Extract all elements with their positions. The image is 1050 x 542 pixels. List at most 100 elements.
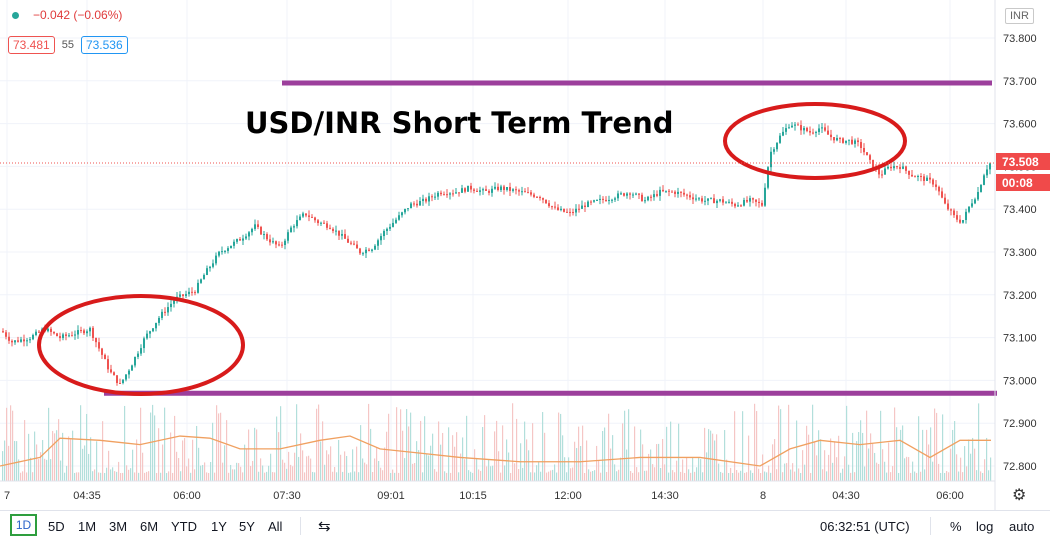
volume-bar <box>944 472 946 481</box>
candle-body <box>137 353 139 357</box>
candle-body <box>596 199 598 201</box>
volume-bar <box>870 433 872 481</box>
volume-bar <box>570 468 572 481</box>
range-ytd-button[interactable]: YTD <box>171 519 197 534</box>
volume-bar <box>322 421 324 481</box>
candle-body <box>359 248 361 254</box>
range-1m-button[interactable]: 1M <box>78 519 97 534</box>
volume-bar <box>890 472 892 481</box>
volume-bar <box>590 471 592 481</box>
candle-body <box>788 127 790 129</box>
candle-body <box>749 198 751 202</box>
volume-bar <box>978 403 980 481</box>
candle-body <box>578 208 580 210</box>
volume-bar <box>12 410 14 481</box>
x-tick-label: 8 <box>760 490 766 502</box>
volume-bar <box>612 435 614 481</box>
volume-bar <box>986 437 988 481</box>
volume-bar <box>696 467 698 481</box>
volume-bar <box>444 471 446 481</box>
candle-body <box>341 234 343 236</box>
y-tick-label: 73.200 <box>1003 290 1037 302</box>
volume-bar <box>278 432 280 481</box>
candle-body <box>68 335 70 337</box>
volume-bar <box>974 448 976 481</box>
candle-body <box>494 186 496 189</box>
candle-body <box>185 294 187 296</box>
candle-body <box>29 339 31 341</box>
volume-bar <box>784 463 786 481</box>
volume-bar <box>952 429 954 481</box>
candle-body <box>812 132 814 134</box>
candle-body <box>914 176 916 178</box>
volume-bar <box>530 472 532 481</box>
volume-bar <box>924 469 926 481</box>
candle-body <box>617 193 619 199</box>
candle-body <box>593 200 595 202</box>
candle-body <box>299 216 301 221</box>
volume-bar <box>966 466 968 481</box>
volume-bar <box>746 472 748 481</box>
candle-body <box>128 370 130 375</box>
bid-price[interactable]: 73.481 <box>8 36 55 54</box>
gear-icon[interactable]: ⚙ <box>1012 487 1027 504</box>
volume-bar <box>454 446 456 481</box>
volume-bar <box>288 451 290 481</box>
candle-body <box>614 198 616 200</box>
candle-body <box>251 228 253 233</box>
volume-bar <box>448 427 450 481</box>
volume-bar <box>480 470 482 481</box>
y-tick-label: 73.700 <box>1003 76 1037 88</box>
volume-bar <box>734 411 736 481</box>
volume-bar <box>720 471 722 481</box>
range-5d-button[interactable]: 5D <box>48 519 65 534</box>
volume-bar <box>976 470 978 481</box>
volume-bar <box>614 464 616 481</box>
range-all-button[interactable]: All <box>268 519 283 534</box>
compare-icon[interactable]: ⇆ <box>318 518 331 535</box>
candle-body <box>590 201 592 203</box>
range-1y-button[interactable]: 1Y <box>211 519 227 534</box>
volume-bar <box>694 471 696 481</box>
volume-bar <box>642 444 644 481</box>
chart-grid <box>0 0 995 481</box>
currency-button[interactable]: INR <box>1005 8 1034 24</box>
volume-bar <box>658 443 660 481</box>
candle-body <box>803 127 805 131</box>
volume-bar <box>254 427 256 481</box>
candle-body <box>188 291 190 295</box>
log-scale-toggle[interactable]: log <box>976 519 994 534</box>
candle-body <box>257 224 259 227</box>
volume-bar <box>814 442 816 481</box>
volume-bar <box>126 465 128 481</box>
candle-body <box>470 185 472 190</box>
candle-body <box>737 205 739 207</box>
candle-body <box>671 191 673 193</box>
range-6m-button[interactable]: 6M <box>140 519 159 534</box>
percent-scale-toggle[interactable]: % <box>950 519 962 534</box>
volume-bar <box>838 435 840 481</box>
volume-bar <box>844 456 846 481</box>
volume-bar <box>748 435 750 481</box>
range-5y-button[interactable]: 5Y <box>239 519 255 534</box>
volume-bar <box>608 413 610 481</box>
volume-bar <box>954 421 956 481</box>
candle-body <box>215 255 217 264</box>
candle-body <box>311 216 313 218</box>
range-1d-button[interactable]: 1D <box>10 514 37 536</box>
ask-price[interactable]: 73.536 <box>80 36 128 54</box>
range-3m-button[interactable]: 3M <box>109 519 128 534</box>
candle-body <box>530 192 532 195</box>
volume-bar <box>180 471 182 481</box>
volume-bar <box>58 419 60 481</box>
utc-clock[interactable]: 06:32:51 (UTC) <box>820 519 910 534</box>
y-tick-label: 73.000 <box>1003 375 1037 387</box>
auto-scale-toggle[interactable]: auto <box>1009 519 1035 534</box>
volume-bar <box>186 466 188 481</box>
x-tick-label: 06:00 <box>936 490 964 502</box>
candle-body <box>437 192 439 197</box>
volume-bar <box>252 460 254 481</box>
y-tick-label: 73.600 <box>1003 119 1037 131</box>
volume-bar <box>956 454 958 481</box>
